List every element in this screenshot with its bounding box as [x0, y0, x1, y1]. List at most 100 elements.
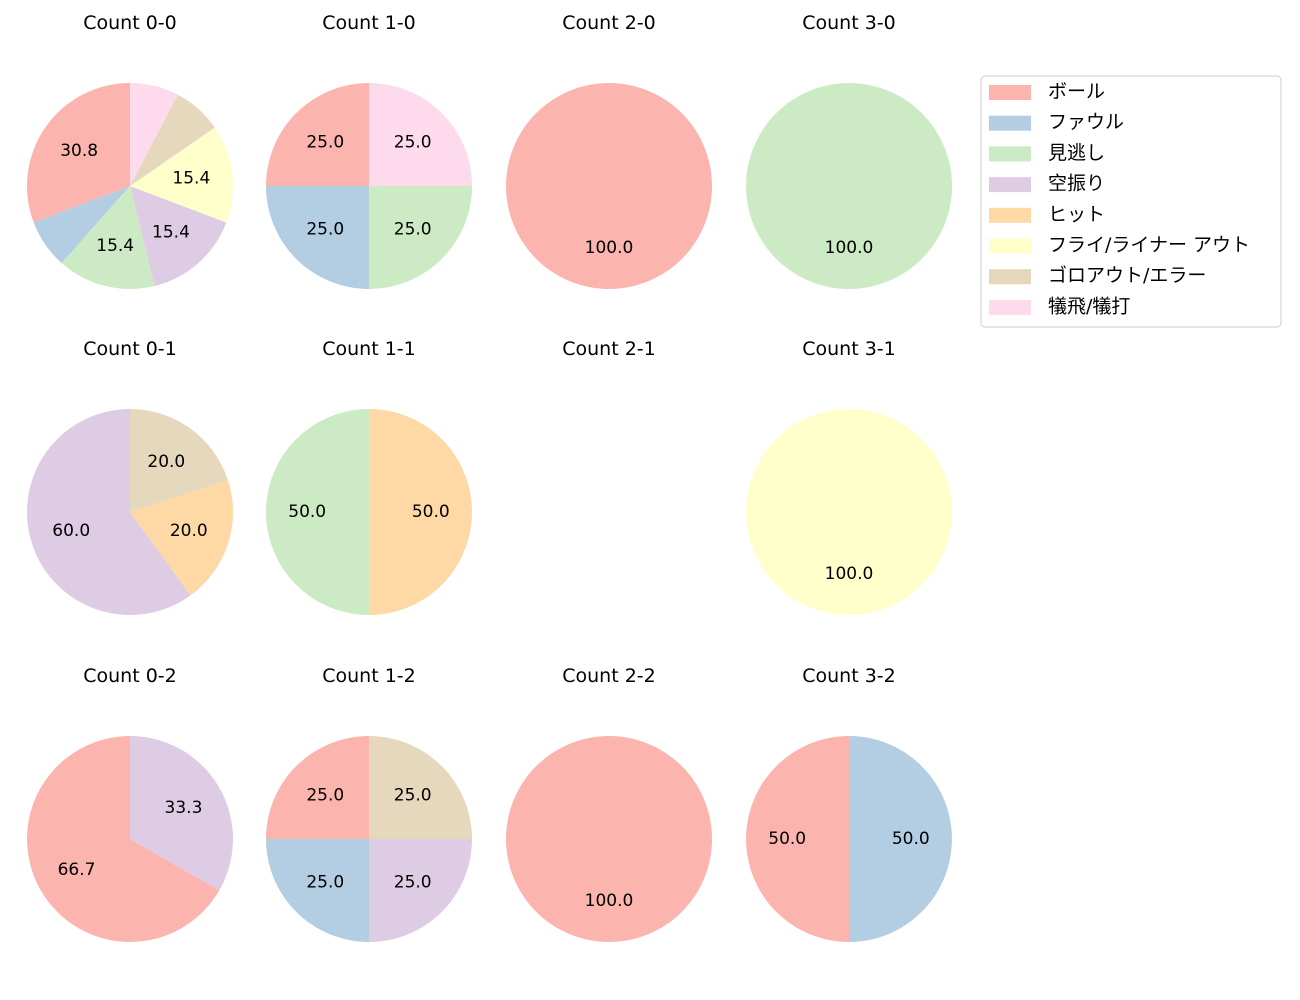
slice-label: 25.0 — [306, 220, 344, 240]
pie-slice — [130, 480, 234, 596]
panel-title: Count 3-1 — [802, 338, 896, 360]
pie-slice — [61, 186, 155, 290]
slice-label: 25.0 — [394, 132, 432, 152]
slice-label: 20.0 — [170, 521, 208, 541]
legend-frame — [980, 75, 1282, 328]
pie-panel: Count 1-2 25.0 25.0 25.0 25.0 — [266, 665, 472, 942]
slice-label: 15.4 — [172, 169, 210, 189]
slice-label: 25.0 — [306, 132, 344, 152]
slice-label: 100.0 — [825, 238, 874, 258]
legend-entry: ヒット — [989, 203, 1105, 225]
legend-label: ボール — [1048, 81, 1105, 103]
pie-slice — [369, 736, 472, 839]
legend-swatch — [989, 269, 1031, 285]
panel-title: Count 2-2 — [562, 665, 656, 687]
legend-entry: 空振り — [989, 173, 1105, 195]
panel-title: Count 2-0 — [562, 12, 656, 34]
legend-label: 犠飛/犠打 — [1048, 295, 1130, 317]
pie-slice — [369, 83, 472, 186]
pie-slice — [849, 736, 952, 942]
legend-entry: 見逃し — [989, 142, 1105, 164]
panel-title: Count 2-1 — [562, 338, 656, 360]
pie-slice — [26, 409, 191, 615]
pie-slice — [369, 409, 472, 615]
slice-label: 25.0 — [306, 873, 344, 893]
panel-title: Count 0-2 — [83, 665, 177, 687]
pie-slice — [26, 83, 130, 223]
slice-label: 25.0 — [394, 785, 432, 805]
slice-label: 25.0 — [306, 785, 344, 805]
slice-label: 25.0 — [394, 220, 432, 240]
legend-entry: ボール — [989, 81, 1105, 103]
slice-label: 20.0 — [147, 452, 185, 472]
legend-swatch — [989, 238, 1031, 254]
legend-swatch — [989, 207, 1031, 223]
slice-label: 100.0 — [825, 564, 874, 584]
panel-title: Count 1-2 — [322, 665, 416, 687]
pie-slice — [746, 83, 952, 289]
pie-slice — [369, 839, 472, 942]
slice-label: 15.4 — [96, 236, 134, 256]
pie-panel: Count 2-1 — [562, 338, 656, 360]
slice-label: 30.8 — [60, 141, 98, 161]
pie-panel: Count 0-2 66.7 33.3 — [26, 665, 233, 942]
slice-label: 15.4 — [152, 222, 190, 242]
slice-label: 100.0 — [585, 891, 634, 911]
pie-slice — [506, 736, 712, 942]
legend-entry: フライ/ライナー アウト — [989, 234, 1250, 256]
legend-swatch — [989, 85, 1031, 100]
pie-slice — [33, 186, 130, 264]
pie-slice — [130, 94, 215, 186]
pie-slice — [746, 736, 849, 942]
pie-slice — [506, 83, 712, 289]
pie-panel: Count 0-1 60.0 20.0 20.0 — [26, 338, 234, 615]
pie-slice — [130, 83, 178, 186]
panel-title: Count 1-1 — [322, 338, 416, 360]
legend-label: ファウル — [1048, 111, 1124, 133]
legend-swatch — [989, 146, 1031, 162]
pie-panel: Count 3-2 50.0 50.0 — [746, 665, 952, 942]
pie-slice — [266, 839, 369, 942]
pie-slice — [266, 409, 369, 615]
legend-swatch — [989, 177, 1031, 193]
pie-slice — [266, 83, 369, 186]
pie-slice — [266, 736, 369, 839]
legend-label: 空振り — [1048, 173, 1105, 195]
slice-label: 66.7 — [58, 860, 96, 880]
legend-label: フライ/ライナー アウト — [1048, 234, 1250, 256]
pie-panel: Count 1-0 25.0 25.0 25.0 25.0 — [266, 12, 472, 289]
pie-slice — [130, 127, 234, 223]
pie-panel: Count 2-0 100.0 — [506, 12, 712, 289]
legend-entry: 犠飛/犠打 — [989, 295, 1130, 317]
legend-label: 見逃し — [1048, 142, 1105, 164]
slice-label: 25.0 — [394, 873, 432, 893]
pie-panels: Count 0-0 30.8 15.4 15.4 15.4 Count 1-0 25.0 25… — [26, 12, 952, 942]
pie-slice — [369, 186, 472, 289]
pie-slice — [26, 736, 220, 942]
legend-label: ゴロアウト/エラー — [1048, 265, 1206, 287]
pie-slice — [130, 409, 228, 512]
slice-label: 60.0 — [52, 521, 90, 541]
slice-label: 50.0 — [288, 502, 326, 522]
legend-label: ヒット — [1048, 203, 1105, 225]
panel-title: Count 0-0 — [83, 12, 177, 34]
slice-label: 50.0 — [412, 502, 450, 522]
pie-slice — [130, 186, 227, 287]
slice-label: 50.0 — [768, 829, 806, 849]
panel-title: Count 3-0 — [802, 12, 896, 34]
legend-swatch — [989, 115, 1031, 131]
panel-title: Count 3-2 — [802, 665, 896, 687]
legend-swatch — [989, 299, 1031, 315]
legend-entry: ファウル — [989, 111, 1124, 133]
slice-label: 33.3 — [165, 798, 203, 818]
panel-title: Count 0-1 — [83, 338, 177, 360]
pie-panel: Count 3-1 100.0 — [746, 338, 952, 615]
pie-panel: Count 2-2 100.0 — [506, 665, 712, 942]
pie-panel: Count 3-0 100.0 — [746, 12, 952, 289]
pie-panel: Count 1-1 50.0 50.0 — [266, 338, 472, 615]
pie-slice — [266, 186, 369, 289]
legend-entry: ゴロアウト/エラー — [989, 265, 1206, 287]
panel-title: Count 1-0 — [322, 12, 416, 34]
